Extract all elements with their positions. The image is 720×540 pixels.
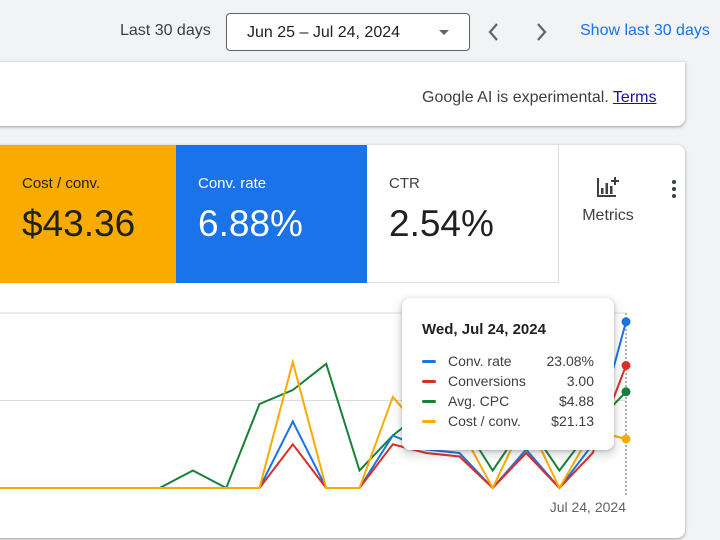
scorecard-cost-per-conv[interactable]: Cost / conv. $43.36 [0, 145, 176, 283]
dropdown-arrow-icon [439, 30, 449, 35]
metrics-button[interactable]: Metrics [573, 175, 643, 235]
tooltip-metric-value: 23.08% [546, 353, 594, 369]
terms-link[interactable]: Terms [612, 89, 657, 106]
metrics-label: Metrics [582, 207, 634, 224]
previous-period-button[interactable] [480, 18, 508, 46]
scorecard-value: 2.54% [389, 203, 494, 244]
series-point[interactable] [621, 317, 631, 327]
tooltip-row: Avg. CPC $4.88 [422, 393, 594, 411]
ai-notice: Google AI is experimental. Terms [422, 89, 656, 107]
x-tick-label: Jul 24, 2024 [550, 499, 626, 515]
next-period-button[interactable] [527, 18, 555, 46]
tooltip-metric-name: Cost / conv. [448, 413, 521, 429]
line-chart: Jul 24, 2024 [0, 312, 631, 515]
chevron-right-icon [537, 23, 547, 41]
show-last-30-days-link[interactable]: Show last 30 days [580, 22, 710, 39]
scorecard-conv-rate[interactable]: Conv. rate 6.88% [176, 145, 367, 283]
scorecard-ctr[interactable]: CTR 2.54% [367, 145, 559, 283]
ai-notice-text: Google AI is experimental. [422, 89, 609, 106]
scorecard-name: Conv. rate [198, 175, 267, 192]
tooltip-metric-value: $4.88 [558, 393, 594, 409]
scorecard-name: CTR [389, 175, 420, 192]
tooltip-row: Conv. rate 23.08% [422, 353, 594, 371]
scorecard-value: 6.88% [198, 203, 303, 244]
date-toolbar: Last 30 days Jun 25 – Jul 24, 2024 Show … [0, 0, 720, 62]
series-point[interactable] [621, 434, 631, 444]
tooltip-metric-value: 3.00 [566, 373, 594, 389]
tooltip-metric-value: $21.13 [551, 413, 594, 429]
ai-notice-card: Google AI is experimental. Terms [0, 62, 685, 126]
date-range-label: Last 30 days [120, 22, 211, 39]
more-options-button[interactable] [662, 177, 685, 201]
legend-swatch [422, 400, 436, 403]
tooltip-row: Cost / conv. $21.13 [422, 413, 594, 431]
more-vert-icon [672, 180, 676, 198]
tooltip-date: Wed, Jul 24, 2024 [422, 321, 546, 338]
tooltip-metric-name: Conversions [448, 373, 526, 389]
scorecard-name: Cost / conv. [22, 175, 101, 192]
series-point[interactable] [621, 387, 631, 397]
chart-x-axis: Jul 24, 2024 [550, 499, 626, 515]
date-range-dropdown[interactable]: Jun 25 – Jul 24, 2024 [226, 13, 470, 51]
chart-tooltip: Wed, Jul 24, 2024 Conv. rate 23.08% Conv… [402, 298, 614, 450]
tooltip-metric-name: Conv. rate [448, 353, 512, 369]
scorecard-value: $43.36 [22, 203, 136, 244]
date-range-value: Jun 25 – Jul 24, 2024 [247, 24, 401, 41]
chevron-left-icon [488, 23, 498, 41]
legend-swatch [422, 380, 436, 383]
legend-swatch [422, 420, 436, 423]
tooltip-row: Conversions 3.00 [422, 373, 594, 391]
series-point[interactable] [621, 361, 631, 370]
legend-swatch [422, 360, 436, 363]
chart-endpoints [621, 317, 631, 444]
add-chart-icon [597, 177, 619, 197]
tooltip-metric-name: Avg. CPC [448, 393, 510, 409]
